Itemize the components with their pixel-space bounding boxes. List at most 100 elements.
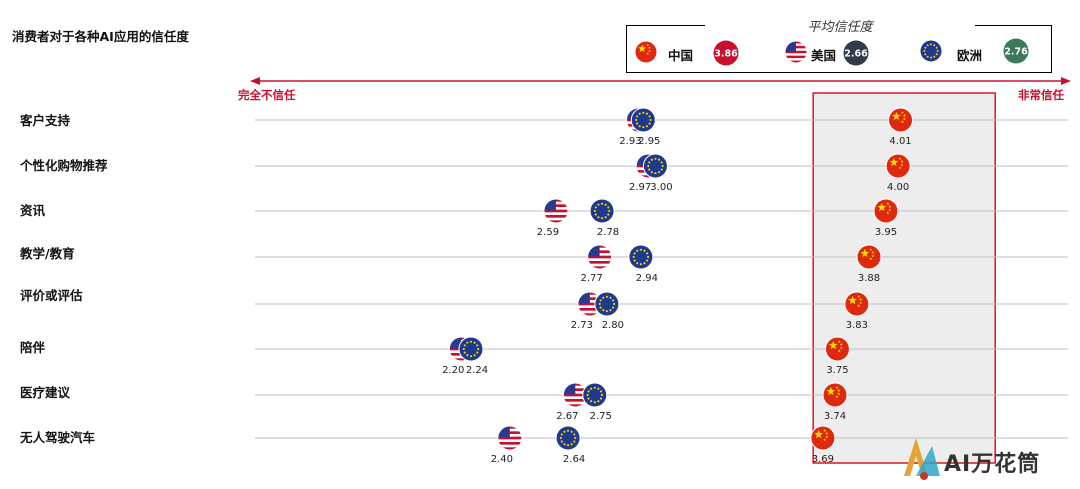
flag-star <box>597 387 600 390</box>
eu-flag-body <box>643 154 668 178</box>
flag-stripe <box>636 175 661 178</box>
flag-star <box>860 248 870 258</box>
flag-field <box>920 40 942 62</box>
flag-star <box>638 125 641 128</box>
legend-average-badge <box>713 40 739 66</box>
china-flag-body <box>888 108 913 132</box>
flag-star <box>648 168 651 171</box>
flag-field <box>643 154 668 178</box>
flag-star <box>608 209 611 213</box>
us-flag <box>784 40 808 64</box>
flag-star <box>646 52 650 55</box>
flag-stripe <box>577 313 602 316</box>
data-label: 2.59 <box>537 227 559 238</box>
flag-rim <box>919 39 943 63</box>
flag-star <box>573 433 576 436</box>
china-flag <box>885 153 911 179</box>
flag-star <box>871 254 875 258</box>
flag-stripe <box>587 263 612 267</box>
flag-stripe <box>563 399 588 402</box>
flag-canton <box>587 245 600 257</box>
china-flag <box>888 107 914 133</box>
highlight-region <box>812 92 996 464</box>
flag-stripe <box>497 442 522 445</box>
flag-star <box>859 297 863 301</box>
legend-average-badge <box>843 40 869 66</box>
flag-stripe <box>497 447 522 450</box>
flag-star <box>609 296 612 299</box>
data-label: 2.95 <box>638 136 660 147</box>
flag-star <box>633 259 636 262</box>
flag-stripe <box>785 60 807 63</box>
flag-stripe <box>543 217 568 221</box>
flag-star <box>599 390 603 393</box>
flag-star <box>648 161 651 164</box>
flag-star <box>848 295 857 305</box>
flag-star <box>888 204 892 208</box>
flag-star <box>563 443 566 446</box>
flag-star <box>877 202 887 212</box>
flag-star <box>599 299 602 302</box>
flag-star <box>586 393 589 397</box>
china-flag-body <box>844 292 869 316</box>
flag-field <box>594 292 619 316</box>
flag-star <box>826 386 836 396</box>
eu-flag <box>555 425 581 451</box>
flag-star <box>936 50 939 52</box>
us-flag <box>587 244 613 270</box>
legend-label-china: 中国 <box>668 48 694 63</box>
flag-star <box>935 53 938 56</box>
flag-star <box>593 209 596 213</box>
flag-rim <box>630 107 656 133</box>
flag-stripe <box>563 404 588 407</box>
flag-canton <box>563 383 576 395</box>
us-flag <box>562 382 588 408</box>
flag-star <box>594 213 597 216</box>
flag-star <box>926 55 929 58</box>
flag-stripe <box>543 220 568 223</box>
flag-field <box>823 383 848 407</box>
flag-stripe <box>785 58 807 61</box>
flag-star <box>559 436 562 440</box>
flag-rim <box>885 153 911 179</box>
flag-rim <box>634 40 658 64</box>
category-label: 评价或评估 <box>20 288 83 303</box>
flag-rim <box>594 291 620 317</box>
category-label: 教学/教育 <box>20 246 75 261</box>
china-flag-body <box>810 426 835 450</box>
flag-star <box>924 46 927 49</box>
flag-star <box>657 158 661 161</box>
flag-star <box>869 257 873 261</box>
flag-star <box>839 346 843 350</box>
flag-rim <box>844 291 870 317</box>
flag-field <box>556 426 581 450</box>
flag-star <box>933 44 936 47</box>
flag-star <box>889 157 899 167</box>
flag-star <box>648 46 651 49</box>
flag-star <box>587 390 590 393</box>
eu-flag <box>582 382 608 408</box>
data-label: 2.40 <box>491 454 513 465</box>
flag-star <box>930 56 932 59</box>
china-flag <box>873 198 899 224</box>
flag-star <box>837 388 841 392</box>
flag-stripe <box>563 393 588 397</box>
eu-flag-body <box>458 337 483 361</box>
eu-flag <box>458 336 484 362</box>
flag-star <box>633 252 636 255</box>
flag-rim <box>784 40 808 64</box>
flag-stripe <box>587 255 612 259</box>
legend-average-value: 3.86 <box>714 49 738 60</box>
legend-average-badge <box>1003 38 1029 64</box>
flag-star <box>598 302 601 306</box>
flag-star <box>560 440 563 443</box>
flag-canton <box>497 426 510 438</box>
flag-star <box>837 340 841 343</box>
flag-star <box>604 216 607 219</box>
flag-rim <box>543 198 569 224</box>
flag-star <box>607 213 610 216</box>
legend-label-us: 美国 <box>811 48 837 63</box>
data-label: 3.88 <box>858 273 880 284</box>
flag-rim <box>824 336 850 362</box>
